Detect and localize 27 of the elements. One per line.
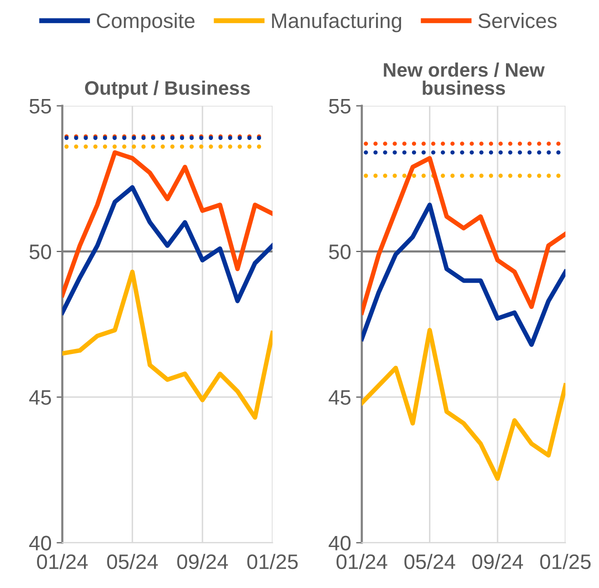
y-tick-label: 45 (29, 390, 52, 405)
x-tick-label: 01/24 (336, 554, 388, 570)
line-series (62, 270, 273, 420)
y-tick-label: 50 (30, 244, 52, 260)
x-tick-label: 05/24 (404, 554, 456, 570)
x-tick-label: 09/24 (472, 554, 524, 570)
y-tick-label: 55 (30, 99, 52, 114)
y-tick-label: 55 (329, 99, 351, 114)
y-tick-label: 50 (329, 244, 351, 260)
legend-label: Composite (96, 12, 195, 32)
x-tick-label: 01/25 (247, 554, 298, 570)
y-tick-label: 40 (328, 536, 351, 550)
chart-title: New orders / New business (384, 62, 545, 95)
line-series (62, 185, 273, 315)
y-tick-label: 40 (29, 536, 52, 550)
legend-label: Services (478, 12, 557, 28)
x-tick-label: 05/24 (107, 554, 158, 570)
x-tick-label: 01/25 (540, 554, 591, 570)
x-tick-label: 01/24 (37, 554, 88, 570)
x-tick-label: 09/24 (177, 554, 228, 570)
line-series (62, 150, 273, 298)
legend-label: Manufacturing (272, 12, 402, 32)
line-series (362, 202, 566, 347)
y-tick-label: 45 (328, 390, 351, 405)
chart-title: Output / Business (85, 80, 250, 99)
line-series (362, 328, 566, 481)
line-series (362, 156, 566, 315)
